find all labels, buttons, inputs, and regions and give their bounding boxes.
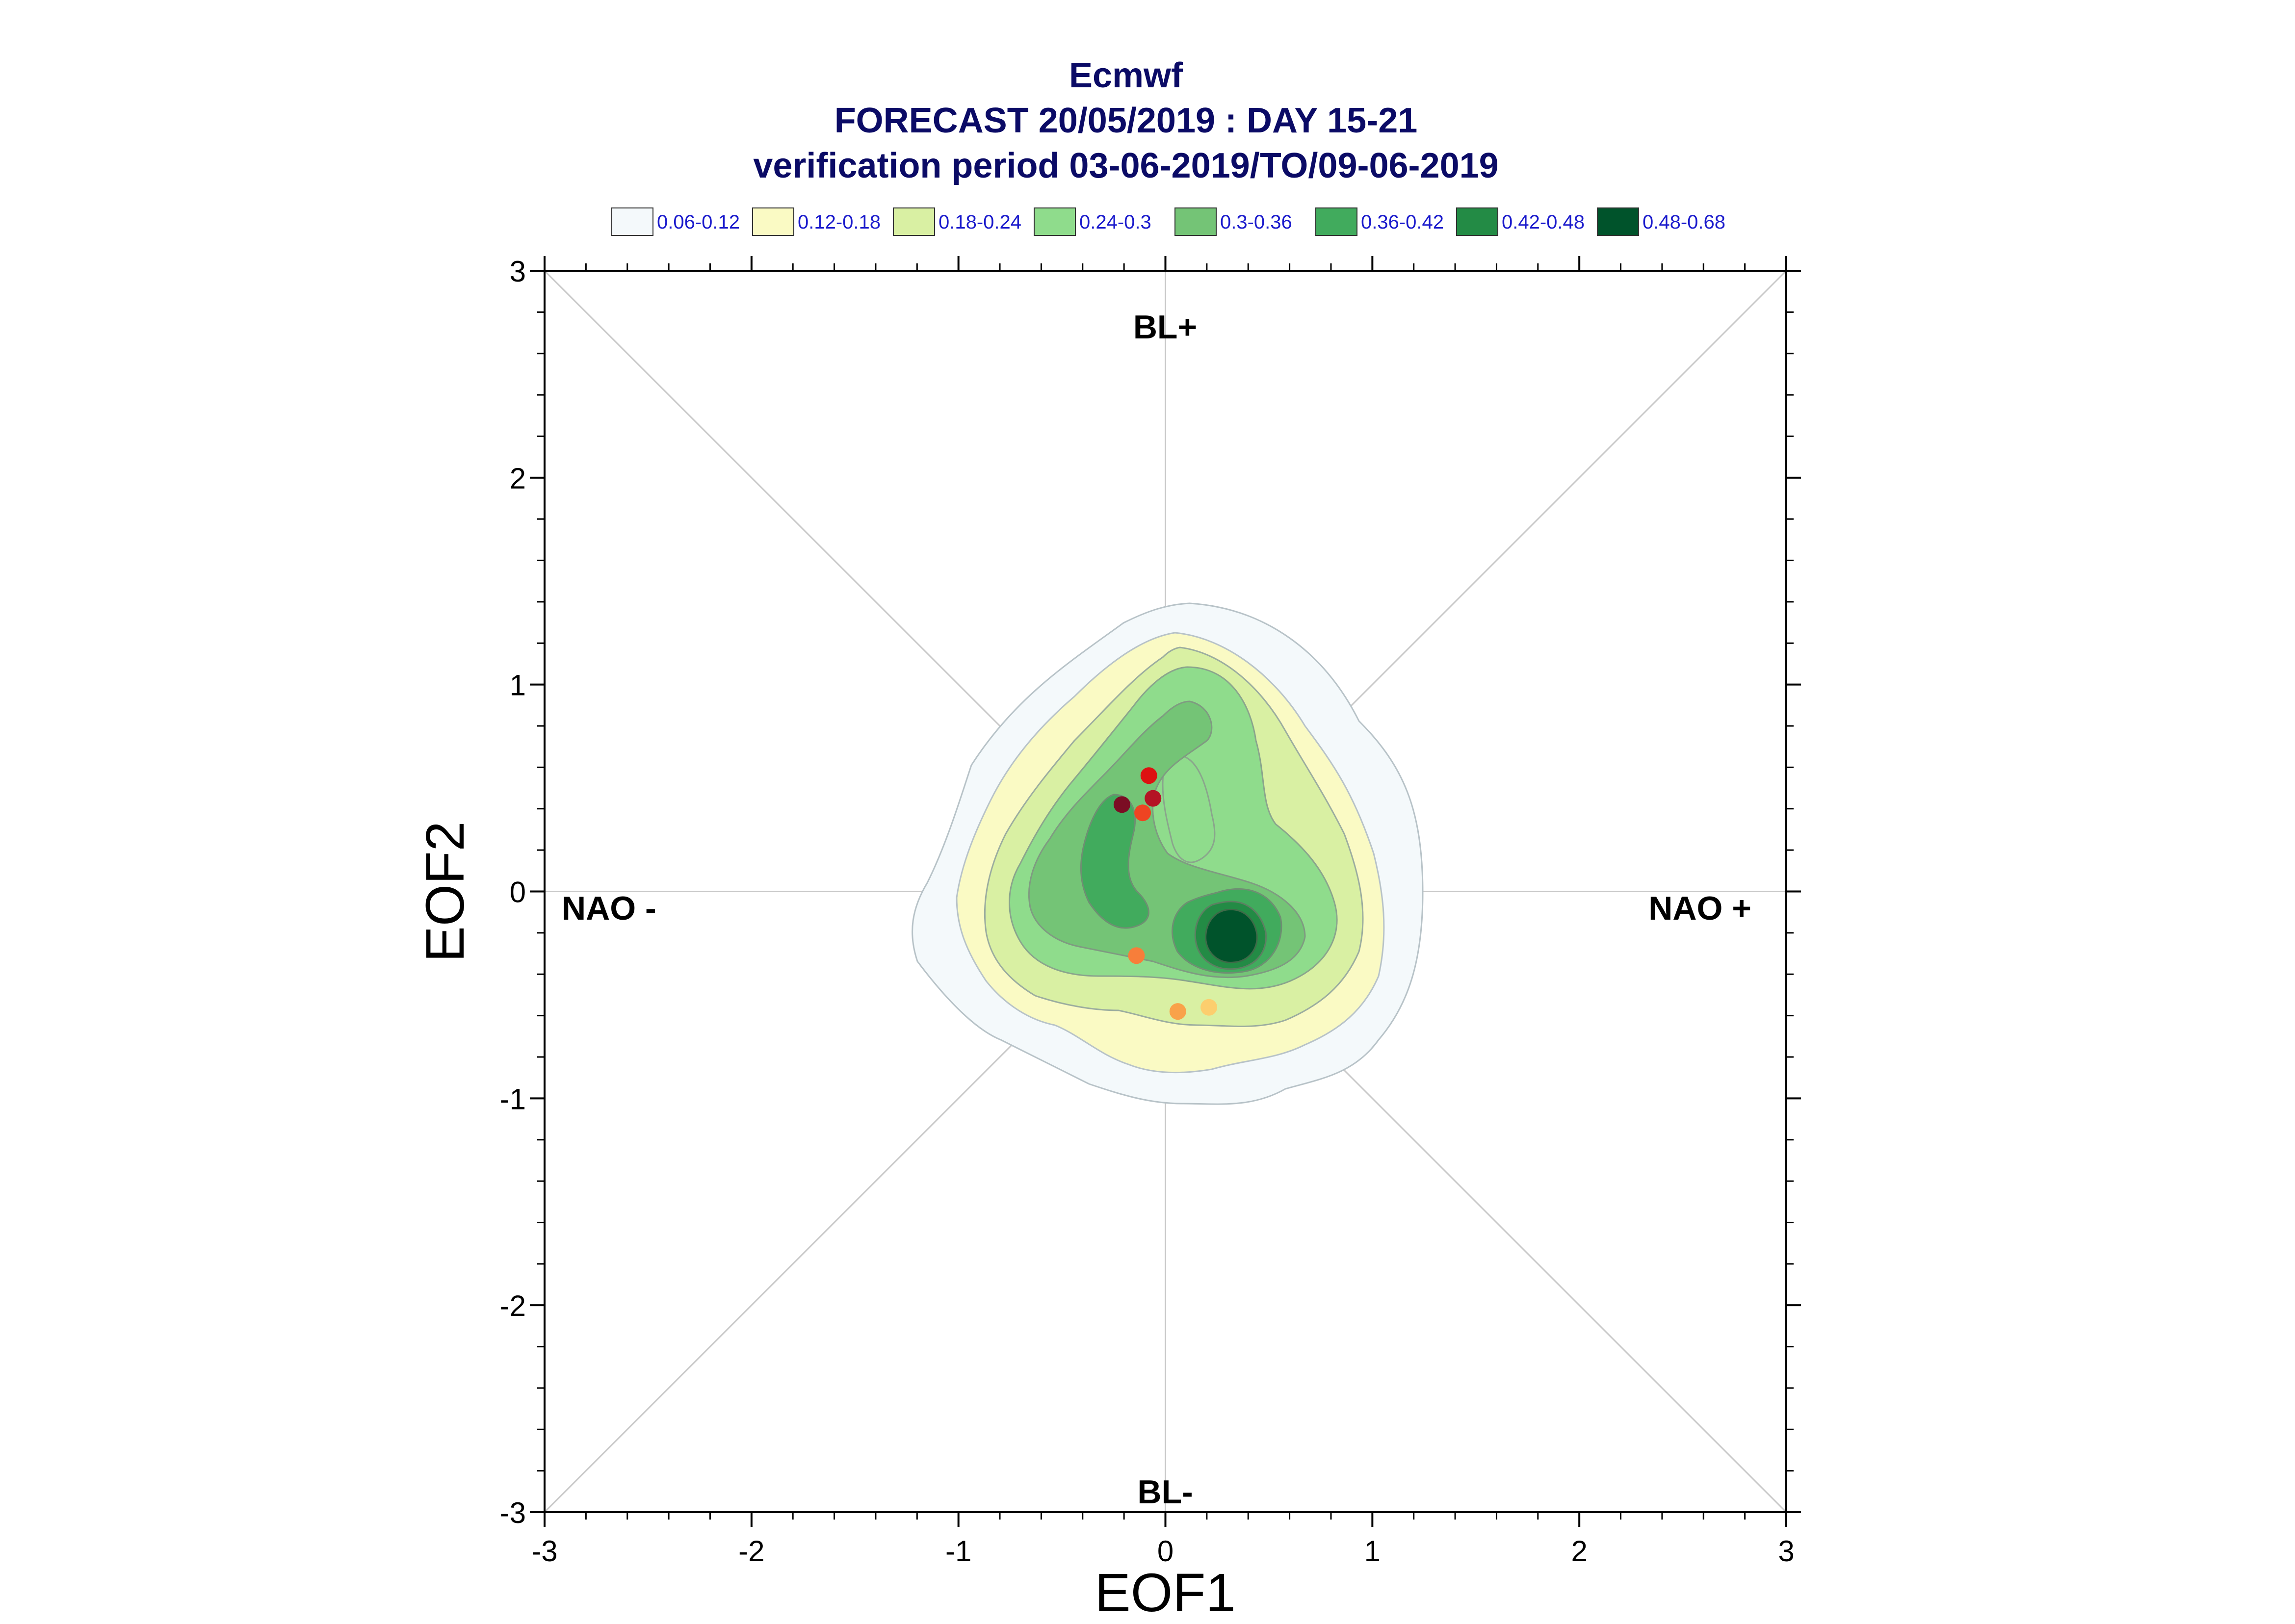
ensemble-point	[1128, 947, 1145, 964]
x-tick-label: 0	[1157, 1535, 1174, 1568]
y-tick-label: -1	[500, 1083, 526, 1115]
legend-swatch	[611, 207, 653, 236]
ensemble-point	[1145, 790, 1162, 807]
region-label-right: NAO +	[1648, 890, 1751, 927]
x-tick-label: 2	[1571, 1535, 1587, 1568]
legend-label: 0.06-0.12	[657, 211, 740, 233]
x-tick-label: 1	[1364, 1535, 1381, 1568]
y-tick-label: 1	[510, 669, 526, 702]
ensemble-point	[1113, 796, 1130, 813]
x-tick-label: -1	[945, 1535, 971, 1568]
axis-ticks: -3 -2 -1 0 1 2 3 -3 -2 -1 0 1 2 3	[500, 255, 1801, 1568]
legend-swatch	[1456, 207, 1498, 236]
legend-swatch	[1034, 207, 1076, 236]
legend-swatch	[1174, 207, 1217, 236]
y-tick-label: -2	[500, 1289, 526, 1322]
ensemble-point	[1169, 1003, 1186, 1020]
y-axis-title: EOF2	[415, 821, 475, 962]
legend-label: 0.24-0.3	[1079, 211, 1151, 233]
chart-title-line-2: FORECAST 20/05/2019 : DAY 15-21	[835, 101, 1418, 140]
legend-swatch	[1315, 207, 1357, 236]
legend-label: 0.42-0.48	[1502, 211, 1585, 233]
ensemble-point	[1140, 767, 1157, 784]
y-tick-label: 2	[510, 462, 526, 495]
chart-title-line-3: verification period 03-06-2019/TO/09-06-…	[753, 146, 1498, 185]
x-tick-label: -2	[738, 1535, 764, 1568]
plot-area: -3 -2 -1 0 1 2 3 -3 -2 -1 0 1 2 3	[500, 255, 1801, 1568]
y-tick-label: 3	[510, 255, 526, 288]
legend-label: 0.48-0.68	[1643, 211, 1725, 233]
x-axis-title: EOF1	[1095, 1563, 1235, 1623]
region-label-top: BL+	[1133, 309, 1197, 346]
ensemble-point	[1200, 999, 1218, 1016]
region-label-left: NAO -	[562, 890, 656, 927]
legend: 0.06-0.12 0.12-0.18 0.18-0.24 0.24-0.3 0.3-0…	[611, 207, 1725, 236]
legend-swatch	[1597, 207, 1639, 236]
x-tick-label: -3	[531, 1535, 557, 1568]
y-tick-label: -3	[500, 1496, 526, 1529]
ensemble-points	[1113, 767, 1218, 1020]
x-tick-label: 3	[1778, 1535, 1794, 1568]
legend-label: 0.36-0.42	[1361, 211, 1444, 233]
legend-label: 0.18-0.24	[939, 211, 1021, 233]
region-label-bottom: BL-	[1137, 1473, 1193, 1511]
legend-swatch	[893, 207, 935, 236]
y-tick-label: 0	[510, 876, 526, 909]
chart-title-line-1: Ecmwf	[1069, 56, 1183, 95]
density-contours	[912, 602, 1424, 1105]
legend-label: 0.3-0.36	[1220, 211, 1292, 233]
legend-label: 0.12-0.18	[798, 211, 881, 233]
ensemble-point	[1134, 804, 1151, 822]
contour-level-0.48	[1205, 908, 1258, 963]
legend-swatch	[752, 207, 794, 236]
